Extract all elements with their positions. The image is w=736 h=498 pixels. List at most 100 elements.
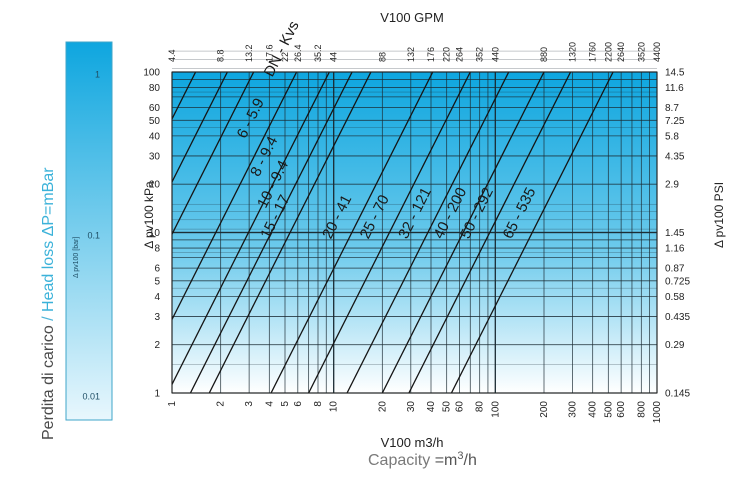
y-left-tick-label: 10 [149,228,161,239]
y-right-tick-label: 7.25 [665,116,685,127]
y-left-tick-label: 60 [149,103,161,114]
extra-line [172,72,228,184]
top-tick-label: 8.8 [216,49,226,62]
y-right-tick-label: 4.35 [665,151,685,162]
y-right-tick-label: 11.6 [665,83,684,94]
side-bar [65,41,113,421]
top-tick-label: 17.6 [264,44,274,62]
series-line [270,72,434,393]
x-axis-label: V100 m3/h [381,435,444,450]
y-right-tick-label: 0.58 [665,292,685,303]
y-left-tick-label: 100 [143,68,160,79]
x-tick-label: 30 [406,401,417,413]
top-tick-label: 176 [426,47,436,62]
extra-line [172,72,197,121]
y-right-tick-label: 0.435 [665,312,690,323]
series-line [381,72,545,393]
x-tick-label: 300 [568,401,579,418]
capacity-caption: Capacity =m3/h [368,450,477,480]
x-tick-label: 20 [377,401,388,413]
y-left-tick-label: 5 [154,276,160,287]
x-tick-label: 2 [216,401,227,407]
plot-frame [171,71,658,394]
top-tick-label: 22 [280,52,290,62]
x-tick-label: 80 [475,401,486,413]
y-left-tick-label: 80 [149,83,161,94]
top-tick-label: 132 [406,47,416,62]
top-tick-label: 352 [475,47,485,62]
top-tick-label: 3520 [636,42,646,62]
y-right-tick-label: 8.7 [665,103,679,114]
x-tick-label: 50 [442,401,453,413]
series-lines [172,72,614,393]
extra-line [172,72,255,236]
top-tick-label: 440 [490,47,500,62]
x-tick-label: 60 [455,401,466,413]
caption-suffix: /h [463,452,477,469]
top-tick-label: 2640 [616,42,626,62]
x-tick-label: 8 [313,401,324,407]
side-bar-tick-label: 0.01 [82,392,100,402]
top-tick-label: 88 [377,52,387,62]
y-right-tick-label: 0.145 [665,389,690,400]
top-tick-labels: 4.4 8.8 13.2 17.6 22 26.4 35.2 44 88 132 176 220 264… [167,42,662,62]
y-left-tick-label: 6 [154,264,160,275]
x-tick-label: 200 [539,401,550,418]
y-left-tick-labels: 1 2 3 4 56 8 10 20 30 40 50 60 80 100 [143,68,160,400]
side-bar-tick-label: 0.1 [87,231,100,241]
top-tick-label: 2200 [603,42,613,62]
top-tick-label: 13.2 [244,44,254,62]
x-tick-label: 1 [167,401,178,407]
top-tick-label: 4400 [652,42,662,62]
caption-sup: 3 [457,450,464,462]
y-left-tick-label: 1 [154,389,160,400]
caption-prefix: Capacity [368,452,431,469]
x-tick-label: 3 [244,401,255,407]
y-left-tick-label: 30 [149,151,161,162]
top-tick-label: 1320 [568,42,578,62]
y-left-tick-label: 3 [154,312,160,323]
caption-unit: =m [430,452,458,469]
x-tick-label: 1000 [652,401,663,424]
x-tick-labels: 1 2 3 4 5 6 8 10 20 30 40 50 60 80 100 200 300 400 500 600 8… [167,401,663,424]
x-tick-label: 40 [426,401,437,413]
chart-top-title: V100 GPM [380,10,444,25]
top-tick-label: 4.4 [167,49,177,62]
x-tick-label: 5 [280,401,291,407]
side-bar-ticks: 1 0.1 0.01 [82,70,100,402]
x-tick-label: 800 [636,401,647,418]
series-line [208,72,372,393]
top-tick-label: 880 [539,47,549,62]
y-left-tick-label: 40 [149,131,161,142]
y-left-tick-label: 20 [149,180,161,191]
y-right-tick-label: 1.45 [665,228,685,239]
y-axis-label-left: Δ pv100 kPa [142,181,156,249]
top-tick-label: 264 [455,47,465,62]
series-line [408,72,572,393]
x-tick-label: 4 [264,401,275,407]
series-line [308,72,471,393]
x-tick-label: 600 [616,401,627,418]
series-line [189,72,353,393]
series-line [172,72,330,386]
x-tick-label: 10 [329,401,340,413]
y-left-tick-label: 2 [154,340,160,351]
x-tick-label: 6 [293,401,304,407]
top-tick-label: 1760 [588,42,598,62]
y-right-tick-label: 14.5 [665,68,685,79]
y-right-tick-label: 2.9 [665,180,679,191]
top-tick-label: 26.4 [293,44,303,62]
top-tick-label: 44 [329,52,339,62]
x-tick-label: 500 [603,401,614,418]
top-tick-label: 220 [442,47,452,62]
y-right-tick-label: 5.8 [665,131,679,142]
y-right-tick-label: 0.29 [665,340,685,351]
top-tick-label: 35.2 [313,44,323,62]
y-left-tick-label: 8 [154,244,160,255]
series-line [450,72,614,393]
y-left-tick-label: 50 [149,116,161,127]
x-tick-label: 100 [490,401,501,418]
y-right-tick-label: 1.16 [665,244,685,255]
